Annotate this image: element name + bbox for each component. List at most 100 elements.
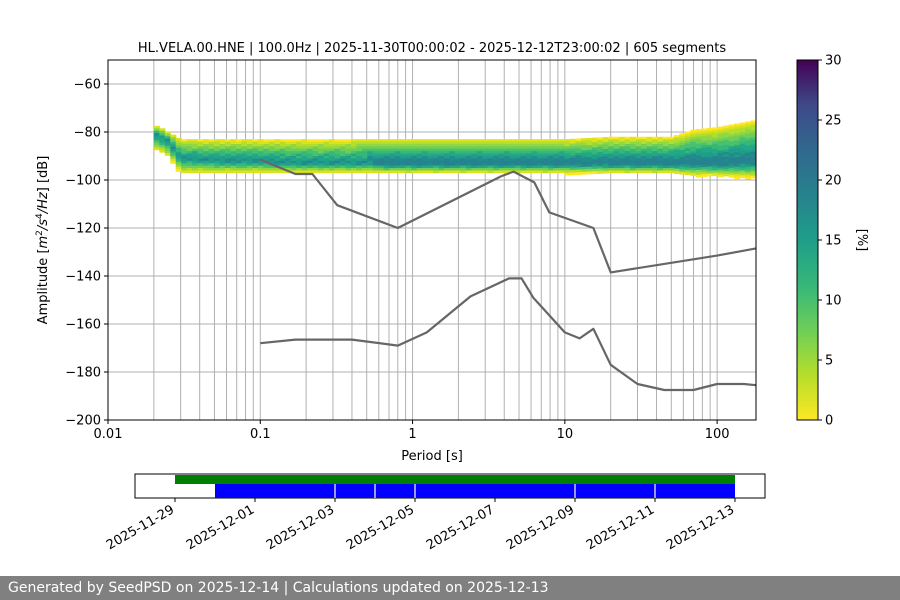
- psd-cell: [619, 141, 626, 145]
- psd-cell: [476, 163, 483, 166]
- psd-cell: [339, 168, 347, 171]
- psd-cell: [553, 163, 560, 166]
- psd-cell: [372, 151, 379, 154]
- psd-cell: [350, 165, 357, 169]
- psd-cell: [208, 151, 215, 154]
- psd-cell: [608, 151, 615, 154]
- psd-cell: [181, 148, 188, 152]
- psd-cell: [498, 153, 505, 157]
- psd-cell: [717, 140, 724, 144]
- psd-cell: [181, 144, 188, 147]
- psd-cell: [657, 153, 664, 157]
- psd-cell: [558, 156, 566, 159]
- psd-cell: [383, 163, 390, 166]
- psd-cell: [668, 139, 675, 142]
- psd-cell: [285, 158, 292, 162]
- psd-cell: [542, 160, 549, 164]
- psd-cell: [394, 141, 401, 145]
- psd-cell: [695, 165, 702, 168]
- psd-cell: [405, 158, 412, 162]
- psd-cell: [701, 169, 708, 173]
- psd-cell: [624, 156, 631, 159]
- psd-cell: [268, 156, 275, 159]
- psd-cell: [712, 156, 719, 160]
- psd-cell: [274, 151, 281, 154]
- psd-cell: [597, 154, 604, 157]
- psd-cell: [411, 163, 418, 166]
- psd-cell: [252, 144, 259, 147]
- psd-cell: [235, 163, 243, 166]
- psd-cell: [197, 144, 204, 147]
- psd-cell: [246, 144, 253, 147]
- psd-cell: [635, 151, 642, 154]
- psd-cell: [367, 160, 374, 164]
- psd-cell: [279, 144, 286, 147]
- psd-cell: [208, 168, 215, 171]
- psd-cell: [706, 144, 713, 148]
- psd-cell: [225, 139, 232, 142]
- psd-cell: [515, 158, 522, 162]
- psd-cell: [575, 148, 582, 151]
- psd-cell: [739, 151, 746, 155]
- psd-cell: [750, 154, 756, 157]
- psd-cell: [734, 176, 741, 180]
- psd-cell: [662, 168, 670, 171]
- psd-cell: [739, 156, 746, 159]
- psd-cell: [526, 146, 533, 150]
- psd-cell: [575, 172, 582, 175]
- psd-cell: [372, 141, 379, 145]
- psd-cell: [443, 139, 451, 142]
- psd-cell: [285, 165, 292, 169]
- psd-cell: [312, 158, 319, 162]
- psd-cell: [312, 163, 319, 166]
- psd-cell: [153, 130, 160, 134]
- psd-cell: [186, 156, 193, 159]
- psd-cell: [597, 139, 604, 143]
- psd-cell: [575, 164, 582, 168]
- psd-cell: [580, 157, 587, 161]
- psd-cell: [668, 156, 675, 159]
- psd-cell: [717, 150, 724, 154]
- psd-cell: [181, 168, 188, 171]
- psd-cell: [301, 139, 308, 142]
- psd-cell: [717, 138, 724, 142]
- psd-cell: [181, 146, 188, 150]
- psd-cell: [602, 170, 609, 174]
- psd-cell: [219, 151, 226, 154]
- psd-cell: [690, 134, 697, 138]
- psd-cell: [728, 170, 735, 173]
- psd-cell: [170, 161, 177, 164]
- psd-cell: [438, 160, 445, 164]
- psd-cell: [745, 171, 752, 175]
- psd-cell: [602, 141, 609, 145]
- psd-cell: [498, 158, 505, 162]
- psd-cell: [591, 168, 598, 172]
- psd-cell: [526, 163, 533, 166]
- psd-cell: [558, 153, 566, 157]
- timeline-tick-label: 2025-12-13: [664, 502, 737, 553]
- psd-cell: [367, 163, 374, 166]
- psd-cell: [564, 148, 571, 152]
- psd-cell: [553, 153, 560, 157]
- psd-cell: [427, 148, 434, 152]
- psd-cell: [252, 158, 259, 162]
- psd-cell: [493, 168, 500, 171]
- psd-cell: [728, 155, 735, 159]
- psd-cell: [181, 160, 188, 164]
- psd-cell: [750, 144, 756, 148]
- psd-cell: [641, 165, 648, 169]
- psd-cell: [630, 168, 637, 171]
- psd-cell: [334, 146, 341, 150]
- psd-cell: [739, 132, 746, 135]
- psd-cell: [651, 139, 659, 142]
- psd-cell: [214, 144, 221, 147]
- psd-cell: [186, 148, 193, 152]
- psd-cell: [290, 146, 297, 150]
- psd-cell: [608, 141, 615, 145]
- psd-cell: [230, 144, 237, 147]
- psd-cell: [630, 160, 637, 164]
- high-noise-model-line: [259, 158, 756, 274]
- psd-cell: [679, 138, 686, 141]
- psd-cell: [586, 159, 593, 163]
- psd-cell: [602, 137, 609, 140]
